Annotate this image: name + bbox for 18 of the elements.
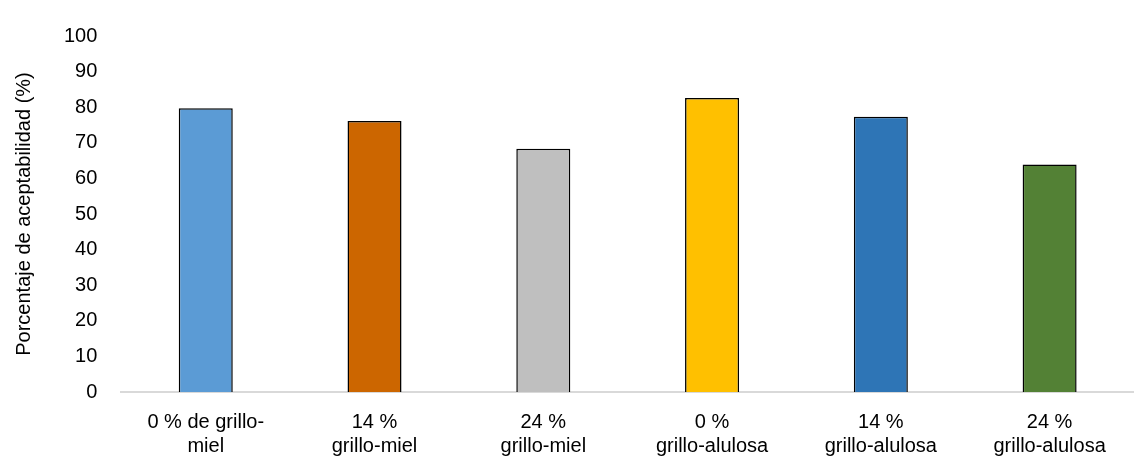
x-tick-label: 14 % grillo-alulosa (824, 409, 938, 456)
y-axis-title: Porcentaje de aceptabilidad (%) (11, 72, 34, 356)
x-tick-label: 0 % de grillo-miel (147, 409, 265, 456)
y-tick-label: 50 (75, 201, 98, 224)
x-tick-label: 14 % grillo-miel (331, 409, 418, 456)
x-tick-label: 0 % grillo-alulosa (655, 409, 770, 456)
y-tick-label: 100 (63, 23, 98, 46)
y-tick-label: 70 (75, 130, 98, 153)
y-tick-label: 60 (75, 165, 98, 188)
y-tick-label: 40 (75, 237, 98, 260)
y-tick-label: 90 (75, 59, 98, 82)
x-tick-label: 24 % grillo-alulosa (993, 409, 1107, 456)
y-tick-label: 0 (86, 379, 98, 402)
y-tick-label: 80 (75, 94, 98, 117)
y-tick-label: 30 (75, 272, 98, 295)
y-tick-label: 20 (75, 308, 98, 331)
x-tick-label: 24 % grillo-miel (500, 409, 587, 456)
y-tick-label: 10 (75, 343, 98, 366)
